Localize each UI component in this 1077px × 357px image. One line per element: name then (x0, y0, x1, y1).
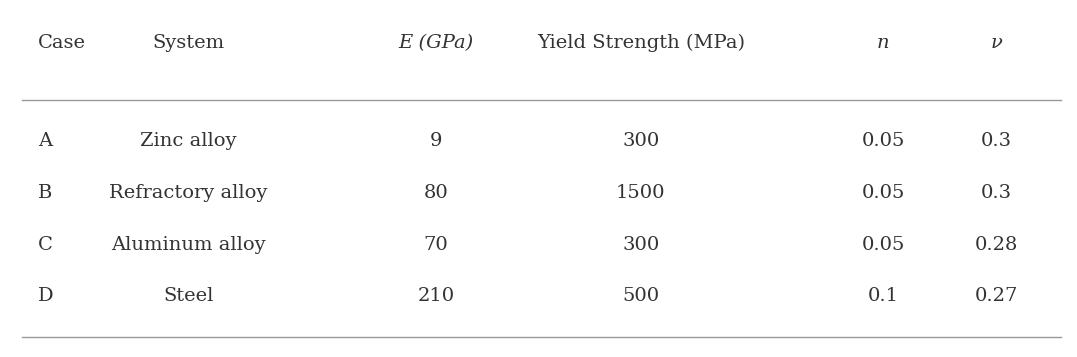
Text: 0.05: 0.05 (862, 184, 905, 202)
Text: Refractory alloy: Refractory alloy (109, 184, 268, 202)
Text: 9: 9 (430, 132, 443, 150)
Text: 300: 300 (623, 236, 659, 253)
Text: Steel: Steel (164, 287, 213, 305)
Text: 0.05: 0.05 (862, 132, 905, 150)
Text: C: C (38, 236, 53, 253)
Text: 80: 80 (424, 184, 448, 202)
Text: 0.3: 0.3 (981, 132, 1011, 150)
Text: 0.1: 0.1 (868, 287, 898, 305)
Text: Zinc alloy: Zinc alloy (140, 132, 237, 150)
Text: 0.3: 0.3 (981, 184, 1011, 202)
Text: Yield Strength (MPa): Yield Strength (MPa) (536, 34, 745, 52)
Text: n: n (877, 34, 890, 52)
Text: System: System (153, 34, 224, 52)
Text: 210: 210 (418, 287, 454, 305)
Text: 70: 70 (424, 236, 448, 253)
Text: D: D (38, 287, 54, 305)
Text: 0.05: 0.05 (862, 236, 905, 253)
Text: 1500: 1500 (616, 184, 666, 202)
Text: E (GPa): E (GPa) (398, 34, 474, 52)
Text: A: A (38, 132, 52, 150)
Text: 0.28: 0.28 (975, 236, 1018, 253)
Text: 500: 500 (623, 287, 659, 305)
Text: ν: ν (990, 34, 1003, 52)
Text: 300: 300 (623, 132, 659, 150)
Text: 0.27: 0.27 (975, 287, 1018, 305)
Text: Aluminum alloy: Aluminum alloy (111, 236, 266, 253)
Text: Case: Case (38, 34, 86, 52)
Text: B: B (38, 184, 52, 202)
